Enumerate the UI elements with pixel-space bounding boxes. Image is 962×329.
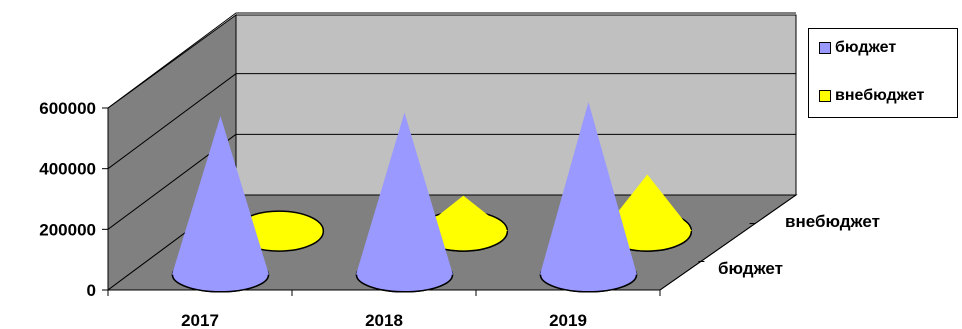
y-tick-label: 200000: [39, 220, 96, 239]
legend: бюджет внебюджет: [808, 28, 958, 118]
legend-item-extrabudget: внебюджет: [819, 87, 924, 105]
depth-label: внебюджет: [785, 212, 880, 231]
y-tick-label: 400000: [39, 160, 96, 179]
y-tick-label: 600000: [39, 99, 96, 118]
legend-item-budget: бюджет: [819, 39, 896, 57]
legend-swatch-budget: [819, 42, 831, 54]
legend-label-budget: бюджет: [835, 39, 897, 56]
gridline: [107, 73, 237, 170]
legend-swatch-extrabudget: [819, 90, 831, 102]
legend-label-extrabudget: внебюджет: [835, 87, 925, 104]
gridline: [107, 12, 237, 109]
x-tick-label: 2019: [549, 311, 587, 329]
depth-axis: [659, 194, 797, 291]
cone-budget-2017: [171, 116, 270, 293]
back-wall: [235, 14, 797, 196]
cone-budget-2019: [539, 102, 638, 293]
depth-label: бюджет: [718, 259, 783, 278]
y-tick-label: 0: [87, 281, 96, 300]
x-tick-label: 2018: [365, 311, 403, 329]
x-tick-label: 2017: [181, 311, 219, 329]
cone-budget-2018: [355, 112, 454, 293]
